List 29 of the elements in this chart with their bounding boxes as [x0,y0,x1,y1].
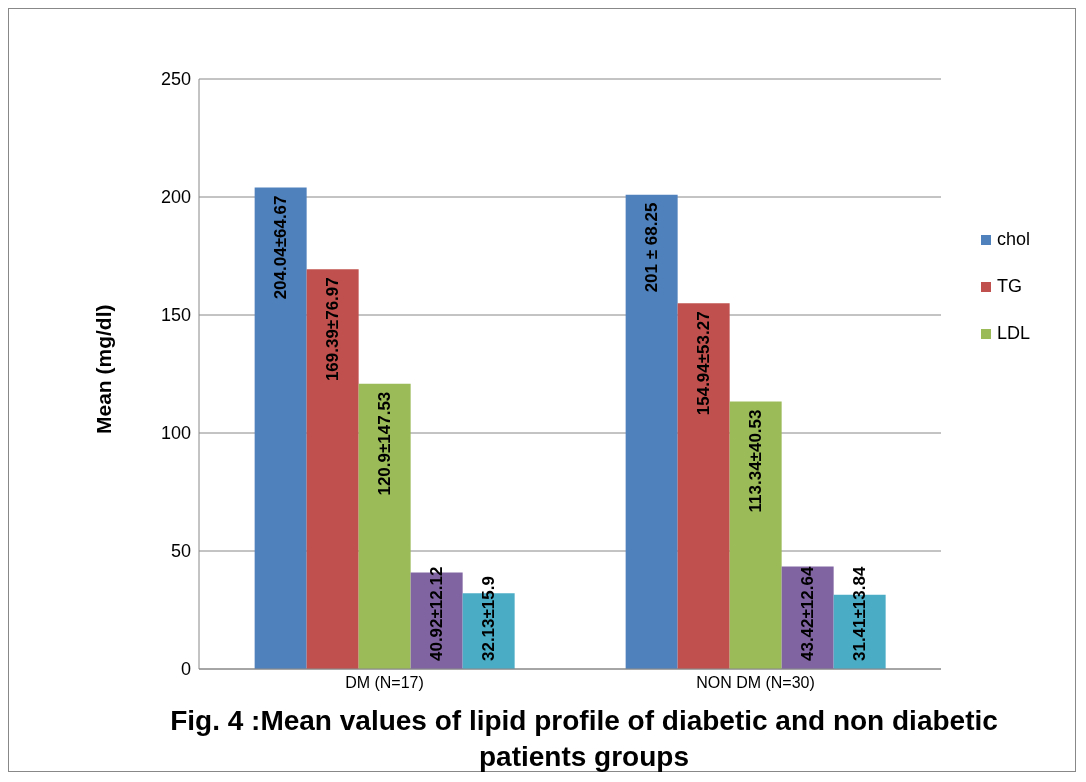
bar [306,269,359,669]
legend-label: chol [997,229,1031,250]
bar [254,187,307,669]
y-tick-label: 250 [160,69,191,90]
y-tick-label: 100 [160,423,191,444]
y-tick-label: 0 [180,659,191,680]
bar [677,303,730,669]
bar [729,401,782,669]
bar [358,383,411,669]
y-tick-label: 200 [160,187,191,208]
data-label: 169.39±76.97 [323,277,343,382]
bar [625,194,678,669]
x-tick-label: NON DM (N=30) [696,674,815,692]
x-tick-label: DM (N=17) [345,674,424,692]
y-tick-label: 50 [170,541,191,562]
data-label: 154.94±53.27 [694,311,714,416]
legend-label: TG [997,276,1022,297]
legend-label: LDL [997,323,1031,344]
y-tick-label: 150 [160,305,191,326]
data-label: 31.41±13.84 [850,566,870,661]
data-label: 113.34±40.53 [746,409,766,513]
y-axis-title: Mean (mg/dl) [92,304,116,434]
data-label: 201 ± 68.25 [642,202,662,293]
data-label: 204.04±64.67 [271,195,291,300]
data-label: 40.92±12.12 [427,566,447,661]
data-label: 120.9±147.53 [375,391,395,496]
data-label: 32.13±15.9 [479,576,499,661]
text: Fig. 4 :Mean values of lipid profile of diabetic and non diabetic patients groups [169,704,999,774]
data-label: 43.42±12.64 [798,566,818,661]
